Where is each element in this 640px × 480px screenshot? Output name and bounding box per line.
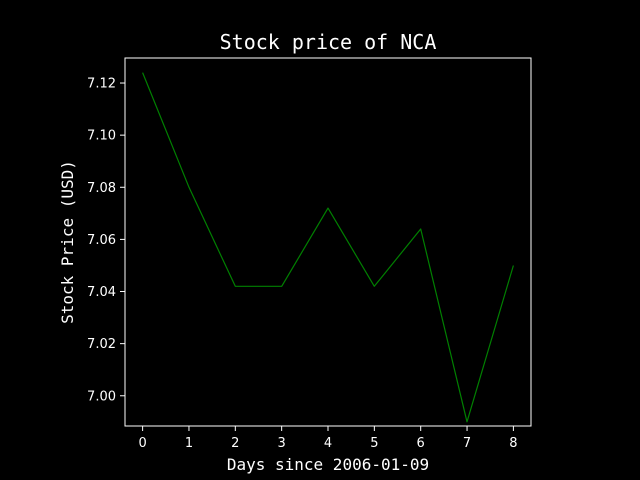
- y-tick-label: 7.10: [87, 129, 116, 144]
- y-tick-label: 7.08: [87, 181, 116, 196]
- x-tick-label: 3: [278, 436, 286, 451]
- y-tick-label: 7.00: [87, 389, 116, 404]
- x-axis-label: Days since 2006-01-09: [227, 455, 429, 474]
- chart-title: Stock price of NCA: [220, 30, 437, 54]
- y-tick-label: 7.12: [87, 77, 116, 92]
- x-tick-label: 0: [138, 436, 146, 451]
- x-tick-label: 5: [370, 436, 378, 451]
- x-tick-label: 1: [185, 436, 193, 451]
- x-tick-label: 8: [509, 436, 517, 451]
- x-tick-label: 2: [231, 436, 239, 451]
- series-line: [142, 72, 514, 423]
- y-tick-label: 7.02: [87, 337, 116, 352]
- x-tick-label: 7: [463, 436, 471, 451]
- x-tick-label: 6: [417, 436, 425, 451]
- y-axis-label: Stock Price (USD): [58, 160, 77, 324]
- y-axis-ticks: 7.00 7.02 7.04 7.06 7.08 7.10 7.12: [87, 77, 125, 404]
- series-layer: [142, 72, 514, 423]
- y-tick-label: 7.06: [87, 233, 116, 248]
- x-axis-ticks: 0 1 2 3 4 5 6 7 8: [138, 426, 518, 451]
- y-tick-label: 7.04: [87, 285, 116, 300]
- x-tick-label: 4: [324, 436, 332, 451]
